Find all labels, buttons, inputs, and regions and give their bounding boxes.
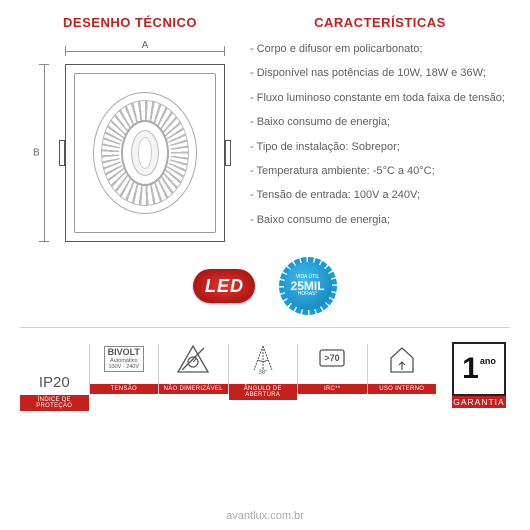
dim-b-label: B xyxy=(33,146,40,161)
characteristics-heading: CARACTERÍSTICAS xyxy=(250,15,510,30)
list-item: - Disponível nas potências de 10W, 18W e… xyxy=(250,66,510,81)
warranty-number: 1 xyxy=(462,356,479,382)
led-badge: LED xyxy=(193,269,255,303)
technical-drawing: A B xyxy=(35,42,225,242)
list-item: - Baixo consumo de energia; xyxy=(250,115,510,130)
bivolt-title: BIVOLT xyxy=(108,348,140,358)
drawing-heading: DESENHO TÉCNICO xyxy=(20,15,240,30)
nondimmable-icon xyxy=(172,338,214,380)
characteristics-list: - Corpo e difusor em policarbonato; - Di… xyxy=(250,42,510,228)
list-item: - Fluxo luminoso constante em toda faixa… xyxy=(250,91,510,106)
list-item: - Tipo de instalação: Sobrepor; xyxy=(250,140,510,155)
spec-label: USO INTERNO xyxy=(368,384,437,394)
spec-ip: IP20 ÍNDICE DE PROTEÇÃO xyxy=(20,338,89,411)
footer-url: avantlux.com.br xyxy=(0,510,530,522)
indoor-use-icon xyxy=(381,338,423,380)
spec-voltage: BIVOLT Automático100V - 240V TENSÃO xyxy=(90,338,159,411)
life-bottom: HORAS* xyxy=(298,292,318,297)
svg-text:>70: >70 xyxy=(325,353,340,363)
beam-angle-icon: 38° xyxy=(242,338,284,380)
spec-nondimmable: NÃO DIMERIZÁVEL xyxy=(159,338,228,411)
spec-angle: 38° ÂNGULO DE ABERTURA xyxy=(229,338,298,411)
bivolt-icon: BIVOLT Automático100V - 240V xyxy=(103,338,145,380)
spec-label: ÂNGULO DE ABERTURA xyxy=(229,384,298,400)
spec-label: ÍNDICE DE PROTEÇÃO xyxy=(20,395,89,411)
spec-label: IRC** xyxy=(298,384,367,394)
spec-label: TENSÃO xyxy=(90,384,159,394)
list-item: - Tensão de entrada: 100V a 240V; xyxy=(250,188,510,203)
dim-a-label: A xyxy=(138,40,153,51)
spec-irc: >70 IRC** xyxy=(298,338,367,411)
warranty-unit: ano xyxy=(480,358,496,366)
warranty-label: GARANTIA xyxy=(452,396,506,408)
irc-icon: >70 xyxy=(311,338,353,380)
bivolt-sub: Automático100V - 240V xyxy=(108,358,140,370)
spec-row: IP20 ÍNDICE DE PROTEÇÃO BIVOLT Automátic… xyxy=(0,328,530,411)
ip-value: IP20 xyxy=(39,374,70,391)
warranty-badge: 1 ano GARANTIA xyxy=(448,338,510,411)
svg-text:38°: 38° xyxy=(258,370,268,376)
list-item: - Baixo consumo de energia; xyxy=(250,213,510,228)
list-item: - Temperatura ambiente: -5°C a 40°C; xyxy=(250,164,510,179)
list-item: - Corpo e difusor em policarbonato; xyxy=(250,42,510,57)
lifespan-badge: VIDA ÚTIL 25MIL HORAS* xyxy=(279,257,337,315)
spec-label: NÃO DIMERIZÁVEL xyxy=(159,384,228,394)
spec-indoor: USO INTERNO xyxy=(368,338,437,411)
